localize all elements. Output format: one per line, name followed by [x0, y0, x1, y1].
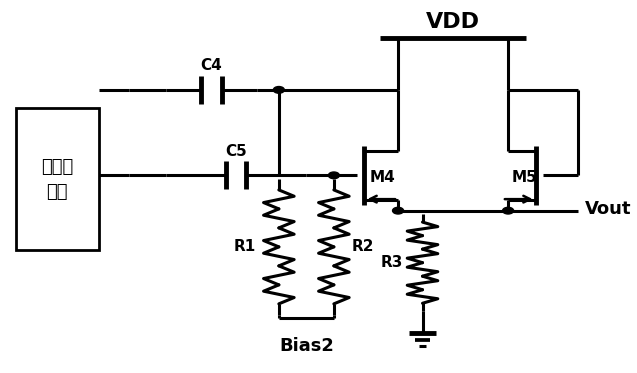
Text: C5: C5: [225, 144, 247, 159]
Text: Vout: Vout: [585, 200, 631, 218]
Text: C4: C4: [201, 58, 222, 73]
Text: M4: M4: [369, 170, 395, 185]
Circle shape: [328, 172, 340, 179]
Circle shape: [273, 87, 284, 93]
Text: 包络检
波器: 包络检 波器: [41, 157, 73, 201]
Text: Bias2: Bias2: [279, 337, 334, 355]
Text: R2: R2: [352, 239, 375, 254]
Text: VDD: VDD: [426, 12, 480, 32]
Circle shape: [392, 207, 404, 214]
FancyBboxPatch shape: [16, 109, 99, 250]
Text: M5: M5: [511, 170, 537, 185]
Text: R3: R3: [381, 255, 403, 270]
Circle shape: [503, 207, 513, 214]
Text: R1: R1: [234, 239, 256, 254]
